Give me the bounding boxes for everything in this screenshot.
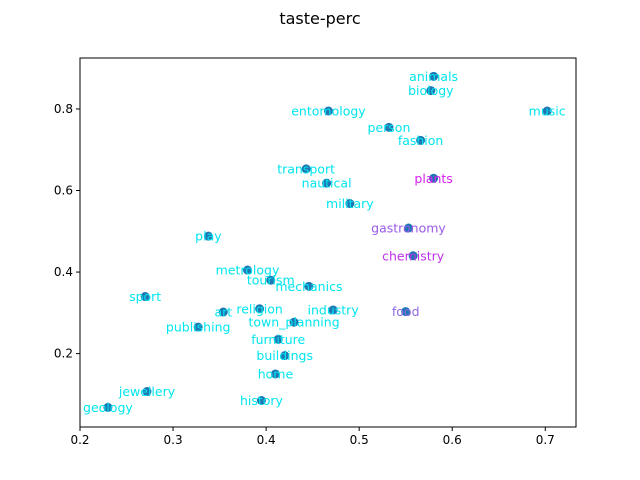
y-tick-label: 0.6 [54,184,73,198]
point-label-transport: transport [277,161,335,176]
point-label-mechanics: mechanics [275,279,342,294]
point-label-buildings: buildings [256,348,313,363]
x-tick-label: 0.7 [536,433,555,447]
point-label-religion: religion [236,301,282,316]
point-label-entomology: entomology [291,104,366,119]
scatter-point-home [270,369,280,379]
scatter-point-religion [255,304,265,314]
y-tick-label: 0.4 [54,265,73,279]
scatter-point-publishing [193,322,203,332]
scatter-point-military [345,199,355,209]
y-axis: 0.2 0.4 0.6 0.8 [54,102,80,361]
scatter-point-geology [103,402,113,412]
point-label-fashion: fashion [398,133,444,148]
point-label-jewellery: jewellery [118,384,176,399]
plot-area [103,71,552,412]
scatter-point-gastronomy [403,223,413,233]
point-label-metrology: metrology [216,263,280,278]
scatter-point-chemistry [408,251,418,261]
scatter-point-buildings [280,351,290,361]
scatter-point-food [401,307,411,317]
scatter-point-plants [429,173,439,183]
point-label-nautical: nautical [302,176,352,191]
scatter-point-biology [426,86,436,96]
scatter-point-furniture [273,334,283,344]
point-label-play: play [195,229,222,244]
point-label-plants: plants [414,171,452,186]
chart-title: taste-perc [279,9,360,28]
point-label-industry: industry [308,302,360,317]
point-label-geology: geology [83,400,133,415]
point-label-tourism: tourism [247,273,295,288]
point-label-sport: sport [129,289,161,304]
axes-frame [79,57,577,428]
x-tick-label: 0.6 [443,433,462,447]
point-label-military: military [326,196,374,211]
x-tick-label: 0.4 [257,433,276,447]
scatter-point-industry [328,305,338,315]
scatter-point-person [384,122,394,132]
scatter-point-art [218,307,228,317]
x-axis: 0.2 0.3 0.4 0.5 0.6 0.7 [70,427,555,447]
scatter-point-metrology [243,265,253,275]
scatter-point-transport [301,164,311,174]
point-label-gastronomy: gastronomy [371,221,446,236]
x-tick-label: 0.5 [350,433,369,447]
scatter-point-town_planning [289,317,299,327]
point-label-chemistry: chemistry [382,248,445,263]
scatter-point-nautical [322,178,332,188]
point-label-history: history [240,393,284,408]
scatter-point-mechanics [304,281,314,291]
point-label-animals: animals [409,69,458,84]
scatter-point-entomology [323,106,333,116]
scatter-point-music [542,106,552,116]
x-tick-label: 0.2 [70,433,89,447]
scatter-point-jewellery [142,387,152,397]
scatter-point-history [256,395,266,405]
point-label-furniture: furniture [251,332,305,347]
point-label-town_planning: town_planning [248,315,339,330]
point-label-home: home [258,366,294,381]
point-label-music: music [529,104,566,119]
scatter-point-tourism [266,275,276,285]
point-label-publishing: publishing [166,320,231,335]
scatter-point-sport [140,292,150,302]
scatter-point-fashion [416,135,426,145]
point-label-art: art [214,305,232,320]
point-label-food: food [392,304,420,319]
x-tick-label: 0.3 [164,433,183,447]
y-tick-label: 0.2 [54,347,73,361]
scatter-point-play [203,231,213,241]
scatter-point-animals [429,71,439,81]
y-tick-label: 0.8 [54,102,73,116]
point-label-person: person [368,120,411,135]
point-label-biology: biology [408,83,454,98]
